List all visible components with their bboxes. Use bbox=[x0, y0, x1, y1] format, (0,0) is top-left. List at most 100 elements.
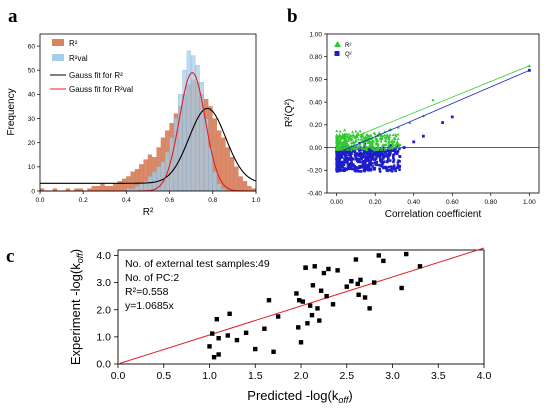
q2-point bbox=[390, 169, 394, 173]
r2-point bbox=[408, 121, 412, 124]
q2-point bbox=[350, 152, 353, 155]
r2-point bbox=[352, 134, 356, 137]
r2-point bbox=[361, 146, 365, 150]
q2-point bbox=[339, 166, 343, 169]
data-point bbox=[324, 293, 329, 299]
q2-point bbox=[373, 161, 377, 165]
q2-point bbox=[396, 149, 400, 153]
q2-point bbox=[346, 157, 349, 160]
annotation-equation: y=1.0685x bbox=[125, 300, 174, 312]
histogram-bar bbox=[147, 176, 153, 192]
q2-point bbox=[393, 167, 396, 171]
annotation-pc: No. of PC:2 bbox=[125, 272, 179, 284]
x-tick-label: 2.0 bbox=[294, 370, 309, 382]
r2-point bbox=[343, 136, 347, 139]
q2-point bbox=[389, 165, 393, 168]
q2-point bbox=[354, 155, 358, 159]
r2-point bbox=[365, 133, 369, 137]
q2-point bbox=[380, 150, 384, 154]
legend-marker-q2 bbox=[334, 51, 340, 56]
q2-point bbox=[387, 153, 391, 157]
r2-point bbox=[339, 142, 343, 145]
y-tick-label: 3.0 bbox=[96, 277, 111, 289]
legend-label-gauss-r2: Gauss fit for R² bbox=[69, 71, 123, 80]
q2-point bbox=[383, 154, 387, 157]
x-axis-label-c: Predicted -log(koff) bbox=[247, 388, 352, 405]
q2-point bbox=[393, 148, 396, 152]
q2-point bbox=[374, 153, 377, 157]
x-tick-label: 3.5 bbox=[431, 370, 446, 382]
q2-point bbox=[396, 161, 400, 164]
annotation-samples: No. of external test samples:49 bbox=[125, 258, 270, 270]
r2-point bbox=[379, 148, 383, 151]
q2-point bbox=[398, 155, 402, 158]
histogram-bar bbox=[121, 178, 127, 192]
q2-point bbox=[366, 166, 369, 170]
x-tick-label: 1.5 bbox=[248, 370, 263, 382]
data-point bbox=[271, 349, 276, 354]
r2-point bbox=[355, 143, 359, 147]
histogram-bar bbox=[229, 157, 235, 192]
q2-point bbox=[357, 149, 361, 152]
q2-point bbox=[353, 168, 357, 172]
q2-point bbox=[379, 153, 383, 157]
y-tick-label: 0 bbox=[31, 188, 35, 195]
q2-point bbox=[335, 157, 339, 161]
legend-a: R² R²val Gauss fit for R² Gauss fit for … bbox=[50, 39, 133, 94]
legend-b: R² Q² bbox=[334, 41, 352, 58]
q2-point bbox=[378, 157, 382, 161]
x-tick-label: 0.60 bbox=[446, 199, 459, 206]
trend-lines-b bbox=[336, 65, 530, 154]
y-axis-label-b: R²(Q²) bbox=[284, 99, 295, 127]
y-tick-label: 60 bbox=[28, 43, 36, 50]
x-tick-label: 3.0 bbox=[385, 370, 400, 382]
q2-point bbox=[378, 163, 381, 167]
x-tick-label: 0.2 bbox=[79, 197, 88, 204]
data-point bbox=[234, 337, 240, 343]
data-point bbox=[317, 318, 322, 323]
r2-point bbox=[375, 142, 379, 146]
q2-point bbox=[412, 140, 416, 144]
r2-point bbox=[350, 146, 354, 149]
x-tick-label: 0.5 bbox=[156, 370, 171, 382]
q2-point bbox=[365, 152, 369, 156]
q2-point bbox=[365, 158, 368, 162]
q2-point bbox=[379, 164, 383, 167]
q2-point bbox=[337, 161, 340, 164]
q2-point bbox=[388, 159, 392, 162]
q2-point bbox=[356, 153, 360, 156]
x-tick-label: 0.00 bbox=[330, 199, 343, 206]
q2-point bbox=[364, 163, 367, 167]
q2-point bbox=[379, 159, 382, 163]
q2-point bbox=[353, 153, 357, 157]
r2-point bbox=[388, 133, 392, 137]
q2-point bbox=[343, 167, 347, 170]
q2-point bbox=[348, 150, 352, 154]
q2-point bbox=[387, 165, 390, 169]
r2-point bbox=[383, 133, 387, 137]
q2-point bbox=[375, 150, 378, 154]
r2-point bbox=[335, 129, 339, 133]
r2-point bbox=[391, 145, 395, 148]
y-tick-label: 0.40 bbox=[309, 99, 322, 106]
q2-point bbox=[348, 153, 352, 157]
q2-point bbox=[368, 152, 372, 155]
histogram-bar bbox=[247, 186, 252, 192]
r2-point bbox=[391, 142, 395, 145]
q2-point bbox=[398, 165, 401, 169]
q2-point bbox=[369, 156, 373, 160]
r2-point bbox=[354, 138, 358, 142]
q2-point bbox=[384, 150, 387, 154]
q2-point bbox=[389, 143, 393, 147]
q2-point bbox=[357, 166, 361, 169]
histogram-bar bbox=[100, 183, 105, 192]
data-point bbox=[216, 336, 221, 341]
r2-point bbox=[346, 147, 350, 151]
q2-point bbox=[370, 152, 374, 156]
y-ticks-c: 0.0 1.0 2.0 3.0 4.0 bbox=[96, 250, 118, 371]
r2-point bbox=[349, 138, 353, 142]
data-point bbox=[362, 295, 368, 300]
q2-point bbox=[382, 165, 385, 169]
q2-point bbox=[368, 150, 372, 153]
